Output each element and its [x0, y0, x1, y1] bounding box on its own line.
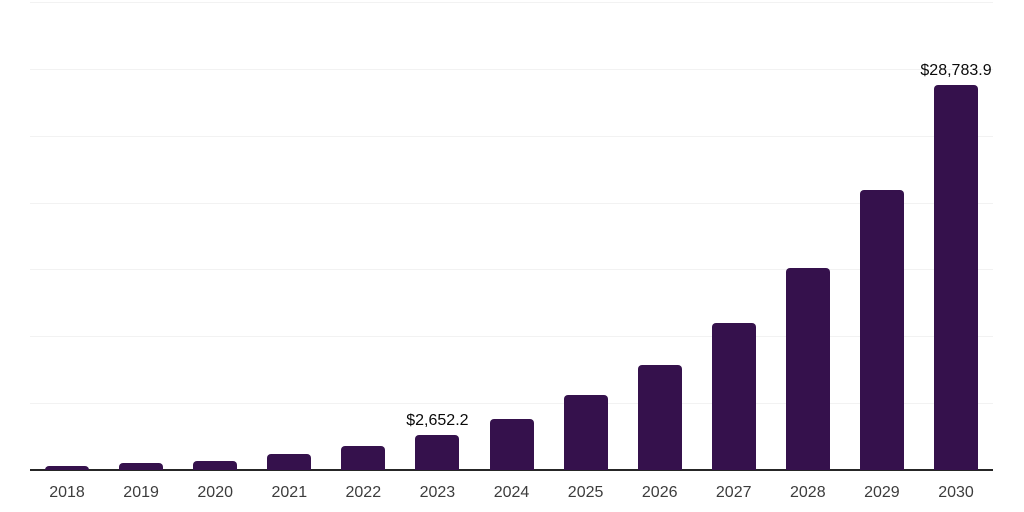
bar-2028 [785, 267, 830, 470]
bar-2021 [267, 454, 312, 470]
x-tick-label-2024: 2024 [493, 484, 530, 501]
x-tick-label-2020: 2020 [197, 484, 233, 501]
bar-2027 [711, 322, 756, 470]
gridline [30, 403, 993, 405]
gridline [30, 68, 993, 70]
bar-2018 [45, 466, 89, 470]
bar-2025 [563, 395, 608, 470]
x-tick-label-2023: 2023 [419, 484, 456, 501]
x-tick-label-2026: 2026 [641, 484, 678, 501]
x-tick-label-2030: 2030 [938, 484, 974, 501]
gridline [30, 202, 993, 204]
x-tick-label-2018: 2018 [49, 484, 85, 501]
gridline [30, 135, 993, 137]
bar-2030 [934, 85, 978, 470]
gridline [30, 2, 993, 3]
bar-2023 [415, 434, 460, 470]
x-tick-label-2019: 2019 [123, 484, 159, 501]
gridline [30, 336, 993, 338]
bar-2024 [489, 419, 534, 470]
data-label-2030: $28,783.9 [920, 62, 992, 80]
x-axis-line [30, 469, 993, 471]
bar-2022 [341, 445, 386, 470]
x-tick-label-2027: 2027 [715, 484, 752, 501]
bar-2029 [859, 189, 904, 470]
gridline [30, 269, 993, 271]
data-label-2023: $2,652.2 [406, 411, 469, 429]
bar-2026 [637, 364, 682, 470]
x-tick-label-2022: 2022 [345, 484, 382, 501]
bar-2020 [193, 460, 238, 470]
x-tick-label-2029: 2029 [864, 484, 900, 501]
x-tick-label-2028: 2028 [790, 484, 826, 501]
x-tick-label-2025: 2025 [567, 484, 604, 501]
x-tick-label-2021: 2021 [271, 484, 308, 501]
bar-2019 [119, 463, 164, 470]
